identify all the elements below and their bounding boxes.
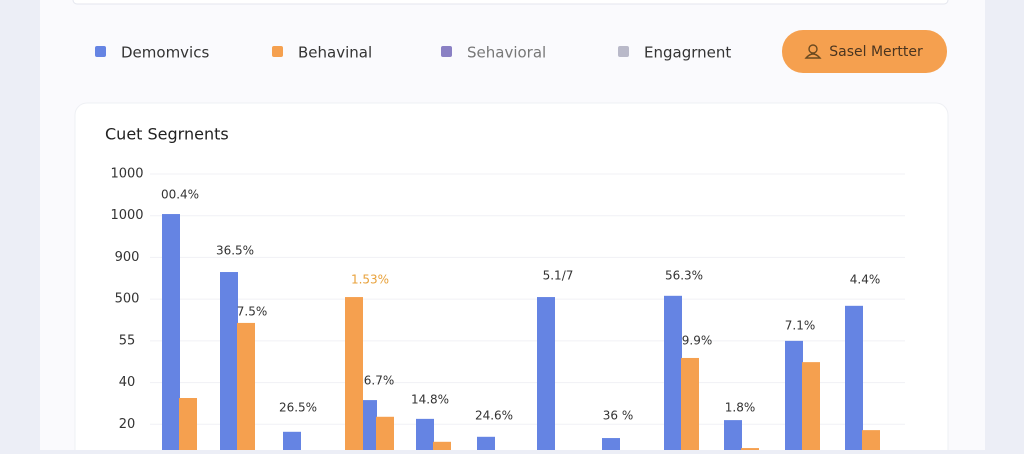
legend-swatch xyxy=(618,46,629,57)
legend-label: Engagrnent xyxy=(644,44,731,62)
bar xyxy=(433,441,451,454)
legend-swatch xyxy=(272,46,283,57)
bar xyxy=(359,400,377,454)
bar xyxy=(416,418,434,454)
y-tick-label: 500 xyxy=(115,292,140,307)
data-label: 1.53% xyxy=(351,273,389,287)
y-tick-label: 55 xyxy=(119,333,136,348)
legend-swatch xyxy=(95,46,106,57)
y-tick-label: 40 xyxy=(119,375,136,390)
bar xyxy=(845,305,863,454)
y-tick-label: 900 xyxy=(115,250,140,265)
data-label: 14.8% xyxy=(411,393,449,407)
bar xyxy=(664,295,682,454)
bar xyxy=(237,322,255,454)
bar xyxy=(862,430,880,454)
button[interactable] xyxy=(782,30,947,73)
bar xyxy=(283,431,301,454)
data-label: 36 % xyxy=(603,409,634,423)
bar xyxy=(345,297,363,454)
legend-label: Sehavioral xyxy=(467,44,546,62)
legend-swatch xyxy=(441,46,452,57)
chart-title: Cuet Segrnents xyxy=(105,125,229,144)
y-tick-label: 20 xyxy=(119,417,136,432)
data-label: 6.7% xyxy=(364,374,395,388)
data-label: 1.8% xyxy=(725,401,756,415)
button-label[interactable]: Sasel Mertter xyxy=(829,44,923,60)
bar xyxy=(785,340,803,454)
bar xyxy=(477,436,495,454)
bar xyxy=(802,362,820,454)
bar xyxy=(681,357,699,454)
data-label: 7.5% xyxy=(237,305,268,319)
data-label: 5.1/7 xyxy=(543,269,574,283)
bar xyxy=(162,214,180,454)
data-label: 24.6% xyxy=(475,409,513,423)
chart-card xyxy=(74,102,949,454)
data-label: 9.9% xyxy=(682,334,713,348)
user-icon xyxy=(804,44,822,59)
data-label: 7.1% xyxy=(785,319,816,333)
top-bar xyxy=(72,0,949,5)
plot: 1000 1000 900 500 55 40 20 00.4% 36.5% 7.5% 26.5% 1… xyxy=(110,167,905,454)
data-label: 00.4% xyxy=(161,188,199,202)
bar xyxy=(537,297,555,454)
legend: Demomvics Behavinal Sehavioral Engagrnent xyxy=(95,44,731,62)
legend-label: Demomvics xyxy=(121,44,209,62)
bar xyxy=(376,416,394,454)
bar xyxy=(220,272,238,454)
data-label: 56.3% xyxy=(665,269,703,283)
bar xyxy=(724,420,742,454)
data-label: 4.4% xyxy=(850,273,881,287)
data-label: 36.5% xyxy=(216,244,254,258)
data-label: 26.5% xyxy=(279,401,317,415)
y-tick-label: 1000 xyxy=(110,167,143,182)
legend-label: Behavinal xyxy=(298,44,372,62)
bar xyxy=(179,398,197,454)
bar xyxy=(602,438,620,454)
y-tick-label: 1000 xyxy=(110,208,143,223)
